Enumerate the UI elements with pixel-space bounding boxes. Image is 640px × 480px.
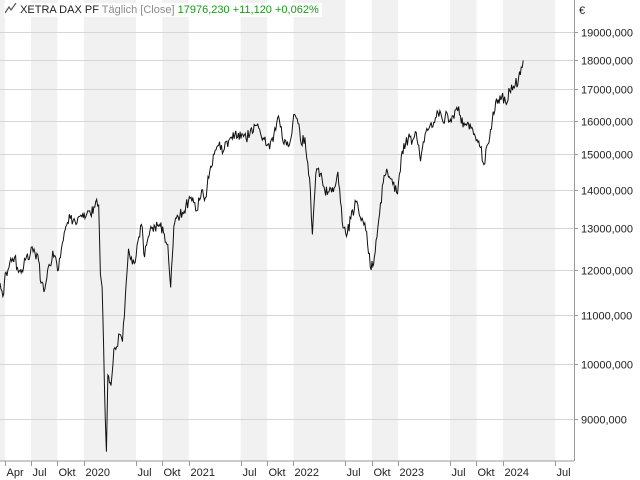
price-line bbox=[0, 60, 524, 452]
x-tick-label: Jul bbox=[347, 467, 361, 479]
period-band bbox=[30, 0, 58, 461]
y-tick-label: 15000,000 bbox=[581, 150, 633, 162]
x-tick-label: 2024 bbox=[505, 467, 529, 479]
period-band bbox=[450, 0, 477, 461]
period-band bbox=[162, 0, 189, 461]
x-tick-label: 2022 bbox=[295, 467, 319, 479]
y-tick-label: 19000,000 bbox=[581, 28, 633, 40]
x-tick-label: Jul bbox=[557, 467, 571, 479]
x-axis: Apr Jul Okt 2020 Jul Okt 2021 Jul Okt 2022 Jul Okt 2… bbox=[5, 461, 571, 479]
y-axis: 9000,000 10000,000 11000,000 12000,000 13000… bbox=[574, 28, 633, 427]
instrument-name: XETRA DAX PF bbox=[20, 4, 99, 16]
y-tick-label: 13000,000 bbox=[581, 224, 633, 236]
y-tick-label: 16000,000 bbox=[581, 117, 633, 129]
x-tick-label: Jul bbox=[243, 467, 257, 479]
period-band bbox=[371, 0, 399, 461]
price-change: +11,120 bbox=[232, 4, 272, 16]
y-tick-label: 14000,000 bbox=[581, 186, 633, 198]
last-price: 17976,230 bbox=[177, 4, 230, 16]
y-tick-label: 10000,000 bbox=[581, 360, 633, 372]
x-tick-label: 2020 bbox=[86, 467, 110, 479]
period-band bbox=[0, 0, 5, 461]
y-tick-label: 17000,000 bbox=[581, 85, 633, 97]
x-tick-label: Jul bbox=[33, 467, 47, 479]
period-band bbox=[293, 0, 346, 461]
x-tick-label: Okt bbox=[59, 467, 76, 479]
x-tick-label: Apr bbox=[7, 467, 24, 479]
x-tick-label: Jul bbox=[138, 467, 152, 479]
y-tick-label: 12000,000 bbox=[581, 266, 633, 278]
y-tick-label: 9000,000 bbox=[581, 415, 627, 427]
interval-label: Täglich [Close] bbox=[101, 4, 175, 16]
x-tick-label: Okt bbox=[164, 467, 181, 479]
y-tick-label: 11000,000 bbox=[581, 311, 632, 323]
period-band bbox=[502, 0, 556, 461]
period-band bbox=[240, 0, 268, 461]
grid-lines bbox=[0, 32, 574, 420]
y-axis-unit: € bbox=[579, 5, 585, 17]
line-chart-icon bbox=[5, 3, 17, 14]
chart-header: XETRA DAX PF Täglich [Close] 17976,230 +… bbox=[4, 3, 322, 17]
price-change-pct: +0,062% bbox=[275, 4, 319, 16]
period-bands bbox=[0, 0, 556, 461]
x-tick-label: 2021 bbox=[191, 467, 215, 479]
y-tick-label: 18000,000 bbox=[581, 56, 633, 68]
x-tick-label: 2023 bbox=[400, 467, 424, 479]
x-tick-label: Okt bbox=[374, 467, 391, 479]
x-tick-label: Okt bbox=[269, 467, 286, 479]
x-tick-label: Jul bbox=[452, 467, 466, 479]
period-band bbox=[83, 0, 136, 461]
x-tick-label: Okt bbox=[478, 467, 495, 479]
